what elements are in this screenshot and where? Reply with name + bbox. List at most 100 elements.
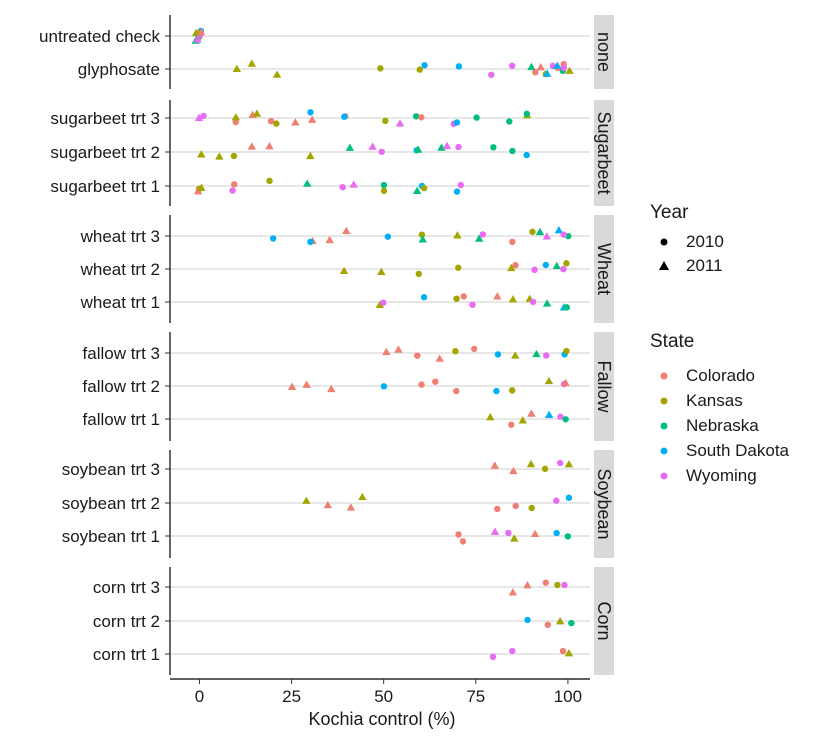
- point-kansas-2010: [563, 348, 569, 354]
- y-tick-label: fallow trt 2: [83, 377, 160, 396]
- legend-swatch-nebraska: [661, 423, 668, 430]
- point-wyoming-2010: [509, 648, 515, 654]
- legend-state-label: South Dakota: [686, 441, 790, 460]
- legend-triangle-icon: [659, 261, 669, 270]
- point-wyoming-2010: [560, 266, 566, 272]
- point-south-dakota-2010: [341, 114, 347, 120]
- panel-sugarbeet: sugarbeet trt 3 sugarbeet trt 2 sugarbeet …: [50, 100, 614, 206]
- point-south-dakota-2010: [524, 152, 530, 158]
- point-kansas-2010: [529, 229, 535, 235]
- point-kansas-2011: [232, 113, 240, 120]
- point-wyoming-2010: [490, 654, 496, 660]
- point-colorado-2010: [460, 538, 466, 544]
- point-colorado-2010: [471, 346, 477, 352]
- panel-none: untreated check glyphosate none: [39, 15, 614, 89]
- y-tick-label: wheat trt 3: [80, 227, 160, 246]
- point-kansas-2011: [248, 59, 256, 66]
- point-kansas-2010: [273, 120, 279, 126]
- point-colorado-2011: [302, 380, 310, 387]
- point-colorado-2011: [537, 63, 545, 70]
- point-kansas-2011: [215, 152, 223, 159]
- point-colorado-2011: [394, 345, 402, 352]
- point-wyoming-2010: [531, 267, 537, 273]
- y-tick-label: corn trt 3: [93, 578, 160, 597]
- facet-strip-label: Soybean: [594, 468, 614, 539]
- legend-state-label: Kansas: [686, 391, 743, 410]
- point-south-dakota-2010: [495, 351, 501, 357]
- panel-soybean: soybean trt 3soybean trt 2soybean trt 1S…: [62, 450, 614, 558]
- point-kansas-2011: [306, 152, 314, 159]
- point-wyoming-2010: [561, 65, 567, 71]
- point-colorado-2011: [248, 142, 256, 149]
- point-colorado-2011: [523, 581, 531, 588]
- legend-state-label: Nebraska: [686, 416, 759, 435]
- legend-year-label: 2010: [686, 232, 724, 251]
- point-south-dakota-2010: [307, 109, 313, 115]
- x-tick-label: 75: [466, 687, 485, 706]
- point-kansas-2010: [509, 387, 515, 393]
- y-tick-label: corn trt 2: [93, 612, 160, 631]
- point-wyoming-2010: [553, 498, 559, 504]
- facet-strip-label: none: [594, 32, 614, 72]
- point-south-dakota-2010: [454, 119, 460, 125]
- x-tick-label: 0: [195, 687, 204, 706]
- point-nebraska-2011: [303, 179, 311, 186]
- point-wyoming-2011: [349, 180, 357, 187]
- point-colorado-2011: [531, 530, 539, 537]
- y-tick-label: fallow trt 3: [83, 344, 160, 363]
- y-tick-label: sugarbeet trt 2: [50, 143, 160, 162]
- point-kansas-2011: [519, 416, 527, 423]
- point-nebraska-2010: [564, 304, 570, 310]
- point-nebraska-2010: [473, 114, 479, 120]
- point-south-dakota-2010: [307, 239, 313, 245]
- point-wyoming-2010: [557, 460, 563, 466]
- point-colorado-2010: [545, 622, 551, 628]
- point-colorado-2010: [418, 114, 424, 120]
- point-colorado-2010: [414, 352, 420, 358]
- legend-swatch-colorado: [661, 373, 668, 380]
- point-nebraska-2011: [553, 262, 561, 269]
- point-nebraska-2010: [506, 118, 512, 124]
- legend: Year 2010 2011 State Colorado Kansas Nebraska S…: [650, 202, 790, 485]
- point-wyoming-2010: [561, 231, 567, 237]
- point-south-dakota-2010: [566, 495, 572, 501]
- point-colorado-2011: [509, 588, 517, 595]
- point-colorado-2010: [513, 503, 519, 509]
- point-kansas-2010: [528, 505, 534, 511]
- point-kansas-2011: [453, 231, 461, 238]
- point-south-dakota-2010: [543, 262, 549, 268]
- point-wyoming-2010: [530, 299, 536, 305]
- point-south-dakota-2010: [381, 383, 387, 389]
- point-wyoming-2011: [368, 142, 376, 149]
- y-tick-label: sugarbeet trt 3: [50, 109, 160, 128]
- point-kansas-2010: [452, 348, 458, 354]
- point-colorado-2010: [432, 378, 438, 384]
- point-south-dakota-2010: [385, 233, 391, 239]
- point-wyoming-2010: [509, 63, 515, 69]
- point-colorado-2011: [491, 461, 499, 468]
- point-colorado-2010: [455, 531, 461, 537]
- facet-panels: untreated check glyphosate none sugarbeet t…: [39, 15, 614, 675]
- point-nebraska-2010: [381, 182, 387, 188]
- x-tick-label: 50: [374, 687, 393, 706]
- legend-state-title: State: [650, 331, 694, 352]
- point-kansas-2011: [510, 534, 518, 541]
- y-tick-label: wheat trt 2: [80, 260, 160, 279]
- point-colorado-2011: [308, 115, 316, 122]
- point-colorado-2011: [382, 348, 390, 355]
- point-wyoming-2010: [379, 149, 385, 155]
- y-tick-label: glyphosate: [78, 60, 160, 79]
- y-tick-label: untreated check: [39, 27, 160, 46]
- legend-state-label: Wyoming: [686, 466, 757, 485]
- point-south-dakota-2010: [456, 63, 462, 69]
- point-kansas-2011: [486, 413, 494, 420]
- legend-swatch-south-dakota: [661, 448, 668, 455]
- legend-year-label: 2011: [686, 256, 723, 275]
- point-kansas-2010: [542, 466, 548, 472]
- point-wyoming-2010: [339, 184, 345, 190]
- y-tick-label: sugarbeet trt 1: [50, 177, 160, 196]
- point-colorado-2011: [325, 236, 333, 243]
- y-tick-label: soybean trt 1: [62, 527, 160, 546]
- point-colorado-2010: [418, 381, 424, 387]
